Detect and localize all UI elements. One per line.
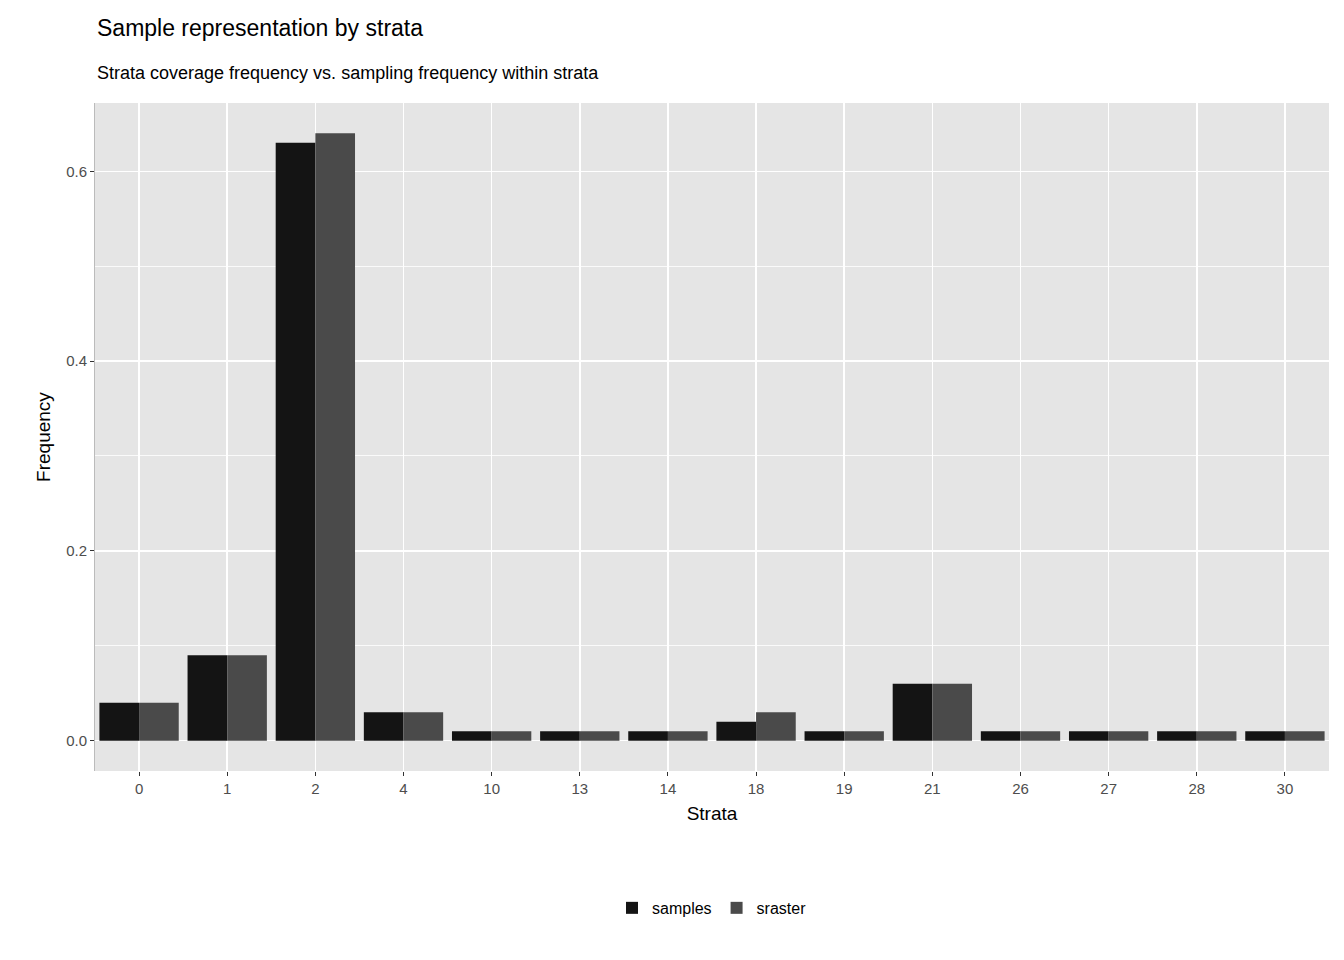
svg-text:27: 27 xyxy=(1100,780,1117,797)
svg-text:28: 28 xyxy=(1188,780,1205,797)
svg-text:10: 10 xyxy=(483,780,500,797)
svg-text:21: 21 xyxy=(924,780,941,797)
svg-text:0.6: 0.6 xyxy=(66,163,87,180)
svg-text:0.2: 0.2 xyxy=(66,542,87,559)
svg-text:0.0: 0.0 xyxy=(66,732,87,749)
svg-text:2: 2 xyxy=(311,780,319,797)
svg-text:0: 0 xyxy=(135,780,143,797)
svg-text:Frequency: Frequency xyxy=(33,392,54,482)
svg-text:Sample representation by strat: Sample representation by strata xyxy=(97,15,423,41)
svg-text:Strata: Strata xyxy=(687,803,738,824)
svg-text:sraster: sraster xyxy=(757,900,807,917)
svg-text:0.4: 0.4 xyxy=(66,352,87,369)
svg-text:18: 18 xyxy=(748,780,765,797)
svg-text:1: 1 xyxy=(223,780,231,797)
svg-text:samples: samples xyxy=(652,900,712,917)
svg-text:Strata coverage frequency vs.: Strata coverage frequency vs. sampling f… xyxy=(97,63,599,83)
svg-text:19: 19 xyxy=(836,780,853,797)
svg-text:30: 30 xyxy=(1277,780,1294,797)
svg-text:4: 4 xyxy=(399,780,407,797)
svg-text:13: 13 xyxy=(571,780,588,797)
svg-text:26: 26 xyxy=(1012,780,1029,797)
svg-text:14: 14 xyxy=(660,780,677,797)
